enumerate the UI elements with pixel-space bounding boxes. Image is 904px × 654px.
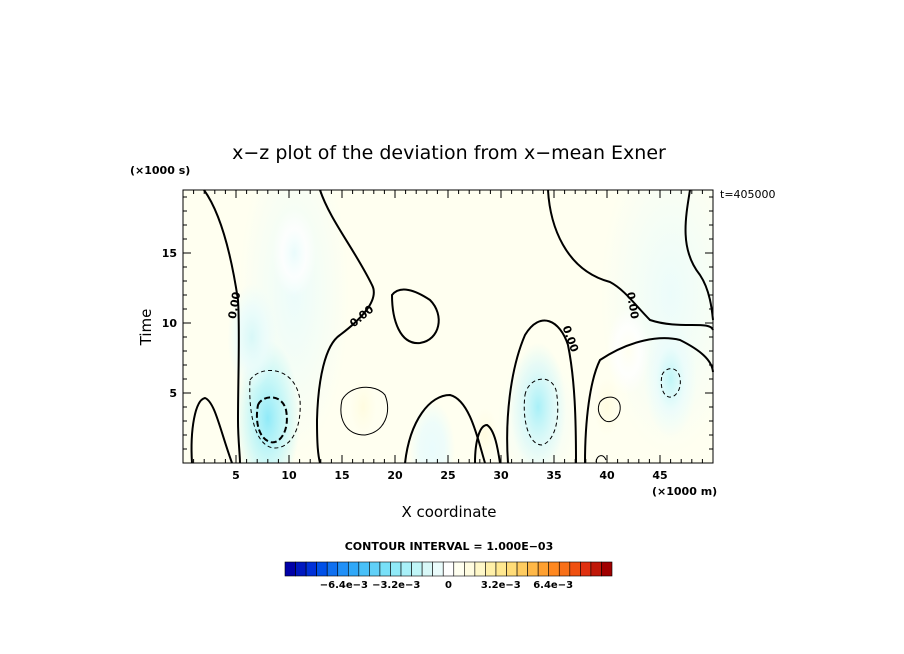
x-tick-label: 35 — [546, 469, 561, 482]
x-tick-label: 20 — [387, 469, 403, 482]
anomaly-blob — [457, 277, 503, 369]
anomaly-blob — [409, 401, 456, 463]
anomaly-blob — [644, 319, 697, 439]
colorbar-cell — [485, 561, 497, 577]
colorbar-cell — [601, 561, 613, 577]
y-tick-label: 10 — [162, 317, 178, 330]
time-tag: t=405000 — [720, 188, 776, 201]
y-axis-unit: (×1000 s) — [130, 164, 190, 177]
anomaly-field — [183, 190, 713, 463]
x-tick-label: 10 — [281, 469, 297, 482]
negative-contour — [249, 369, 301, 449]
contour-label: 0.00 — [624, 291, 642, 320]
colorbar-cell — [495, 561, 507, 577]
y-tick-label: 15 — [162, 247, 177, 260]
contour-lines — [190, 189, 714, 464]
colorbar-cell — [516, 561, 528, 577]
y-axis-ticks: 5 10 15 — [162, 196, 713, 450]
anomaly-blob — [510, 342, 567, 463]
colorbar-cell — [421, 561, 433, 577]
anomaly-blob — [183, 378, 228, 463]
colorbar-cell — [580, 561, 592, 577]
x-axis-label: X coordinate — [401, 503, 496, 521]
x-tick-label: 25 — [440, 469, 455, 482]
zero-contour — [547, 189, 714, 331]
colorbar-cell — [390, 561, 402, 577]
y-axis-label: Time — [137, 309, 155, 347]
anomaly-blob — [272, 208, 317, 298]
colorbar-tick-label: −3.2e−3 — [372, 580, 420, 591]
zero-contour — [506, 319, 577, 464]
anomaly-blob — [606, 307, 650, 395]
colorbar-cell — [548, 561, 560, 577]
chart-title: x−z plot of the deviation from x−mean Ex… — [232, 142, 666, 164]
x-tick-label: 5 — [232, 469, 240, 482]
colorbar-cell — [337, 561, 349, 577]
colorbar-cell — [506, 561, 518, 577]
zero-contour — [684, 189, 714, 321]
colorbar-cell — [474, 561, 486, 577]
zero-contour — [203, 189, 241, 464]
colorbar — [284, 561, 613, 577]
colorbar-cell — [347, 561, 360, 577]
colorbar-cell — [326, 561, 339, 577]
positive-contour — [597, 396, 621, 423]
contour-interval-label: CONTOUR INTERVAL = 1.000E−03 — [345, 540, 554, 553]
zero-contour — [390, 288, 440, 345]
colorbar-cell — [400, 561, 412, 577]
colorbar-tick-label: −6.4e−3 — [320, 580, 368, 591]
colorbar-cell — [358, 561, 370, 577]
colorbar-cell — [453, 561, 465, 577]
colorbar-tick-label: 0 — [445, 580, 452, 591]
x-tick-label: 45 — [652, 469, 667, 482]
colorbar-cell — [537, 561, 550, 577]
colorbar-cell — [284, 561, 296, 577]
colorbar-cell — [432, 561, 444, 577]
colorbar-tick-label: 3.2e−3 — [481, 580, 521, 591]
negative-contour — [523, 378, 559, 446]
colorbar-cell — [316, 561, 328, 577]
zero-contour — [584, 337, 714, 464]
positive-contour — [340, 386, 389, 436]
colorbar-cell — [411, 561, 423, 577]
zero-contour — [190, 396, 233, 464]
colorbar-cell — [442, 561, 455, 577]
x-tick-label: 15 — [334, 469, 349, 482]
colorbar-cell — [379, 561, 391, 577]
x-tick-label: 30 — [493, 469, 509, 482]
colorbar-cell — [295, 561, 307, 577]
contour-label: 0.00 — [226, 291, 244, 320]
x-tick-label: 40 — [599, 469, 615, 482]
y-tick-label: 5 — [169, 387, 177, 400]
colorbar-ticks: −6.4e−3 −3.2e−3 0 3.2e−3 6.4e−3 — [320, 580, 573, 591]
colorbar-tick-label: 6.4e−3 — [533, 580, 573, 591]
colorbar-cell — [305, 561, 317, 577]
colorbar-cell — [569, 561, 581, 577]
zero-contour — [474, 423, 501, 464]
colorbar-cell — [369, 561, 381, 577]
colorbar-cell — [590, 561, 602, 577]
colorbar-cell — [558, 561, 571, 577]
x-axis-unit: (×1000 m) — [652, 485, 717, 498]
anomaly-blob — [186, 283, 233, 377]
anomaly-blob — [339, 355, 388, 459]
x-axis-ticks: 5 10 15 20 25 30 35 40 45 — [193, 190, 703, 482]
zero-contour — [315, 189, 375, 464]
colorbar-cell — [464, 561, 476, 577]
colorbar-cell — [527, 561, 539, 577]
